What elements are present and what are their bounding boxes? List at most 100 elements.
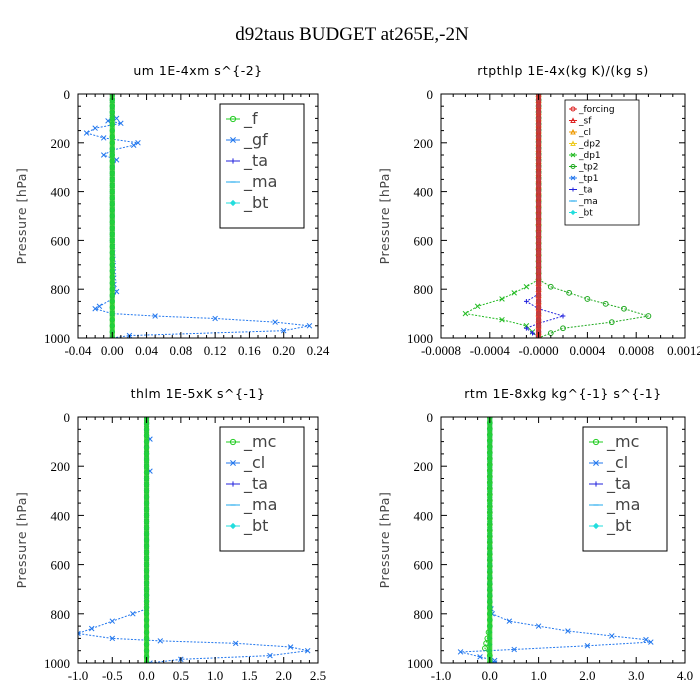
- data-point: [474, 303, 481, 310]
- data-point: [560, 325, 566, 332]
- legend-marker: [229, 522, 237, 530]
- data-point: [306, 323, 313, 329]
- legend-box: [564, 99, 640, 226]
- legend-marker: [592, 522, 600, 530]
- data-point: [135, 140, 141, 146]
- legend-label: _ma: [578, 197, 598, 207]
- y-axis-label: Pressure [hPa]: [377, 168, 392, 265]
- legend-marker: [230, 158, 236, 164]
- y-tick-label: 0: [427, 410, 434, 425]
- data-point: [113, 157, 120, 163]
- data-point: [232, 640, 239, 647]
- data-point: [88, 625, 95, 632]
- x-tick-label: 0.24: [307, 343, 330, 358]
- y-axis-label: Pressure [hPa]: [377, 492, 392, 589]
- series-line-tp2: [538, 94, 649, 338]
- data-point: [477, 654, 483, 660]
- x-tick-label: 2.5: [310, 668, 326, 683]
- zero-profile-band: [109, 94, 115, 338]
- y-tick-label: 0: [64, 410, 71, 425]
- y-tick-label: 200: [51, 136, 71, 151]
- zero-profile-band: [144, 417, 150, 663]
- data-point: [100, 152, 107, 158]
- data-point: [560, 313, 566, 319]
- data-point: [565, 628, 571, 634]
- legend-label: _ta: [243, 474, 268, 494]
- data-point: [304, 647, 311, 654]
- legend: _f_gf_ta_ma_bt: [219, 103, 305, 229]
- x-tick-label: 1.0: [207, 668, 223, 683]
- data-point: [584, 296, 591, 302]
- y-tick-label: 1000: [44, 656, 70, 671]
- legend-marker: [570, 152, 576, 158]
- data-point: [648, 639, 654, 645]
- data-point: [92, 305, 98, 312]
- legend-label: _ma: [243, 495, 277, 515]
- y-tick-label: 600: [414, 233, 434, 248]
- legend-label: _tp2: [578, 163, 598, 173]
- data-point: [212, 315, 218, 322]
- legend-marker: [230, 137, 236, 143]
- data-point: [643, 636, 649, 643]
- legend-marker: [229, 438, 237, 446]
- legend-label: _ta: [243, 151, 268, 171]
- x-tick-label: -1.0: [68, 668, 89, 683]
- legend-label: _bt: [243, 193, 268, 213]
- x-tick-label: 0.16: [238, 343, 261, 358]
- chart-panel-1: um 1E-4xm s^{-2} Pressure [hPa] -0.04 0.00 0…: [14, 63, 330, 358]
- data-point: [609, 633, 615, 639]
- y-tick-label: 0: [64, 87, 71, 102]
- legend: _mc_cl_ta_ma_bt: [582, 426, 668, 552]
- series-markers-ta: [524, 94, 566, 338]
- x-tick-label: 0.0012: [667, 343, 700, 358]
- legend-label: _tp1: [578, 174, 598, 184]
- data-point: [462, 310, 469, 317]
- legend-marker: [570, 175, 576, 181]
- y-tick-label: 400: [51, 185, 71, 200]
- x-tick-label: -0.04: [64, 343, 92, 358]
- series-group: [462, 94, 652, 338]
- legend-label: _ma: [606, 495, 640, 515]
- data-point: [511, 290, 517, 296]
- chart-panel-3: thlm 1E-5xK s^{-1} Pressure [hPa] -1.0 -0.5…: [14, 386, 326, 683]
- legend-box: [582, 426, 668, 552]
- data-point: [511, 646, 517, 653]
- data-point: [152, 313, 158, 319]
- data-point: [92, 125, 98, 131]
- data-point: [157, 638, 164, 644]
- data-point: [109, 635, 116, 642]
- legend-label: _ta: [606, 474, 631, 494]
- data-point: [83, 130, 90, 136]
- data-point: [523, 284, 530, 290]
- legend-marker: [570, 209, 576, 216]
- data-point: [105, 118, 111, 124]
- series-group: [83, 94, 313, 338]
- data-point: [566, 289, 572, 296]
- x-tick-label: 0.08: [169, 343, 192, 358]
- data-point: [287, 644, 294, 650]
- data-point: [535, 623, 542, 629]
- y-tick-label: 600: [51, 558, 71, 573]
- legend-marker: [230, 481, 236, 487]
- x-tick-label: 0.0004: [570, 343, 606, 358]
- y-tick-label: 600: [414, 558, 434, 573]
- legend-box: [219, 426, 305, 552]
- data-point: [96, 303, 103, 310]
- series-group: [457, 417, 654, 663]
- data-point: [645, 313, 652, 319]
- legend-marker: [593, 481, 599, 487]
- x-tick-label: 0.5: [173, 668, 189, 683]
- legend-marker: [570, 117, 576, 123]
- y-tick-label: 1000: [407, 656, 433, 671]
- chart-title: um 1E-4xm s^{-2}: [133, 63, 262, 78]
- data-point: [499, 296, 505, 302]
- zero-profile-band: [536, 94, 542, 338]
- legend-label: _gf: [243, 130, 268, 150]
- y-axis-label: Pressure [hPa]: [14, 168, 29, 265]
- x-tick-label: 0.04: [135, 343, 158, 358]
- legend-marker: [229, 115, 237, 123]
- y-tick-label: 800: [51, 282, 71, 297]
- legend-label: _dp2: [578, 140, 601, 150]
- data-point: [491, 660, 498, 663]
- y-tick-label: 200: [51, 459, 71, 474]
